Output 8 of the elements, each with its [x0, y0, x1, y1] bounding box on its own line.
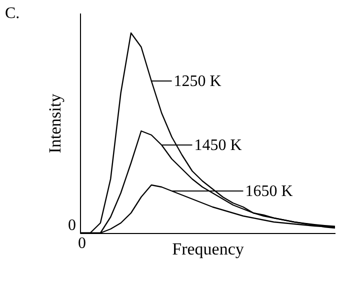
- legend-label: 1650 K: [245, 183, 294, 200]
- y-axis-title: Intensity: [46, 93, 64, 154]
- legend-label: 1450 K: [194, 137, 242, 154]
- legend-label: 1250 K: [174, 73, 222, 90]
- x-axis-title: Frequency: [172, 240, 244, 258]
- text: 0: [78, 235, 86, 252]
- text: 0: [68, 217, 76, 234]
- chart-title: C.: [5, 5, 20, 22]
